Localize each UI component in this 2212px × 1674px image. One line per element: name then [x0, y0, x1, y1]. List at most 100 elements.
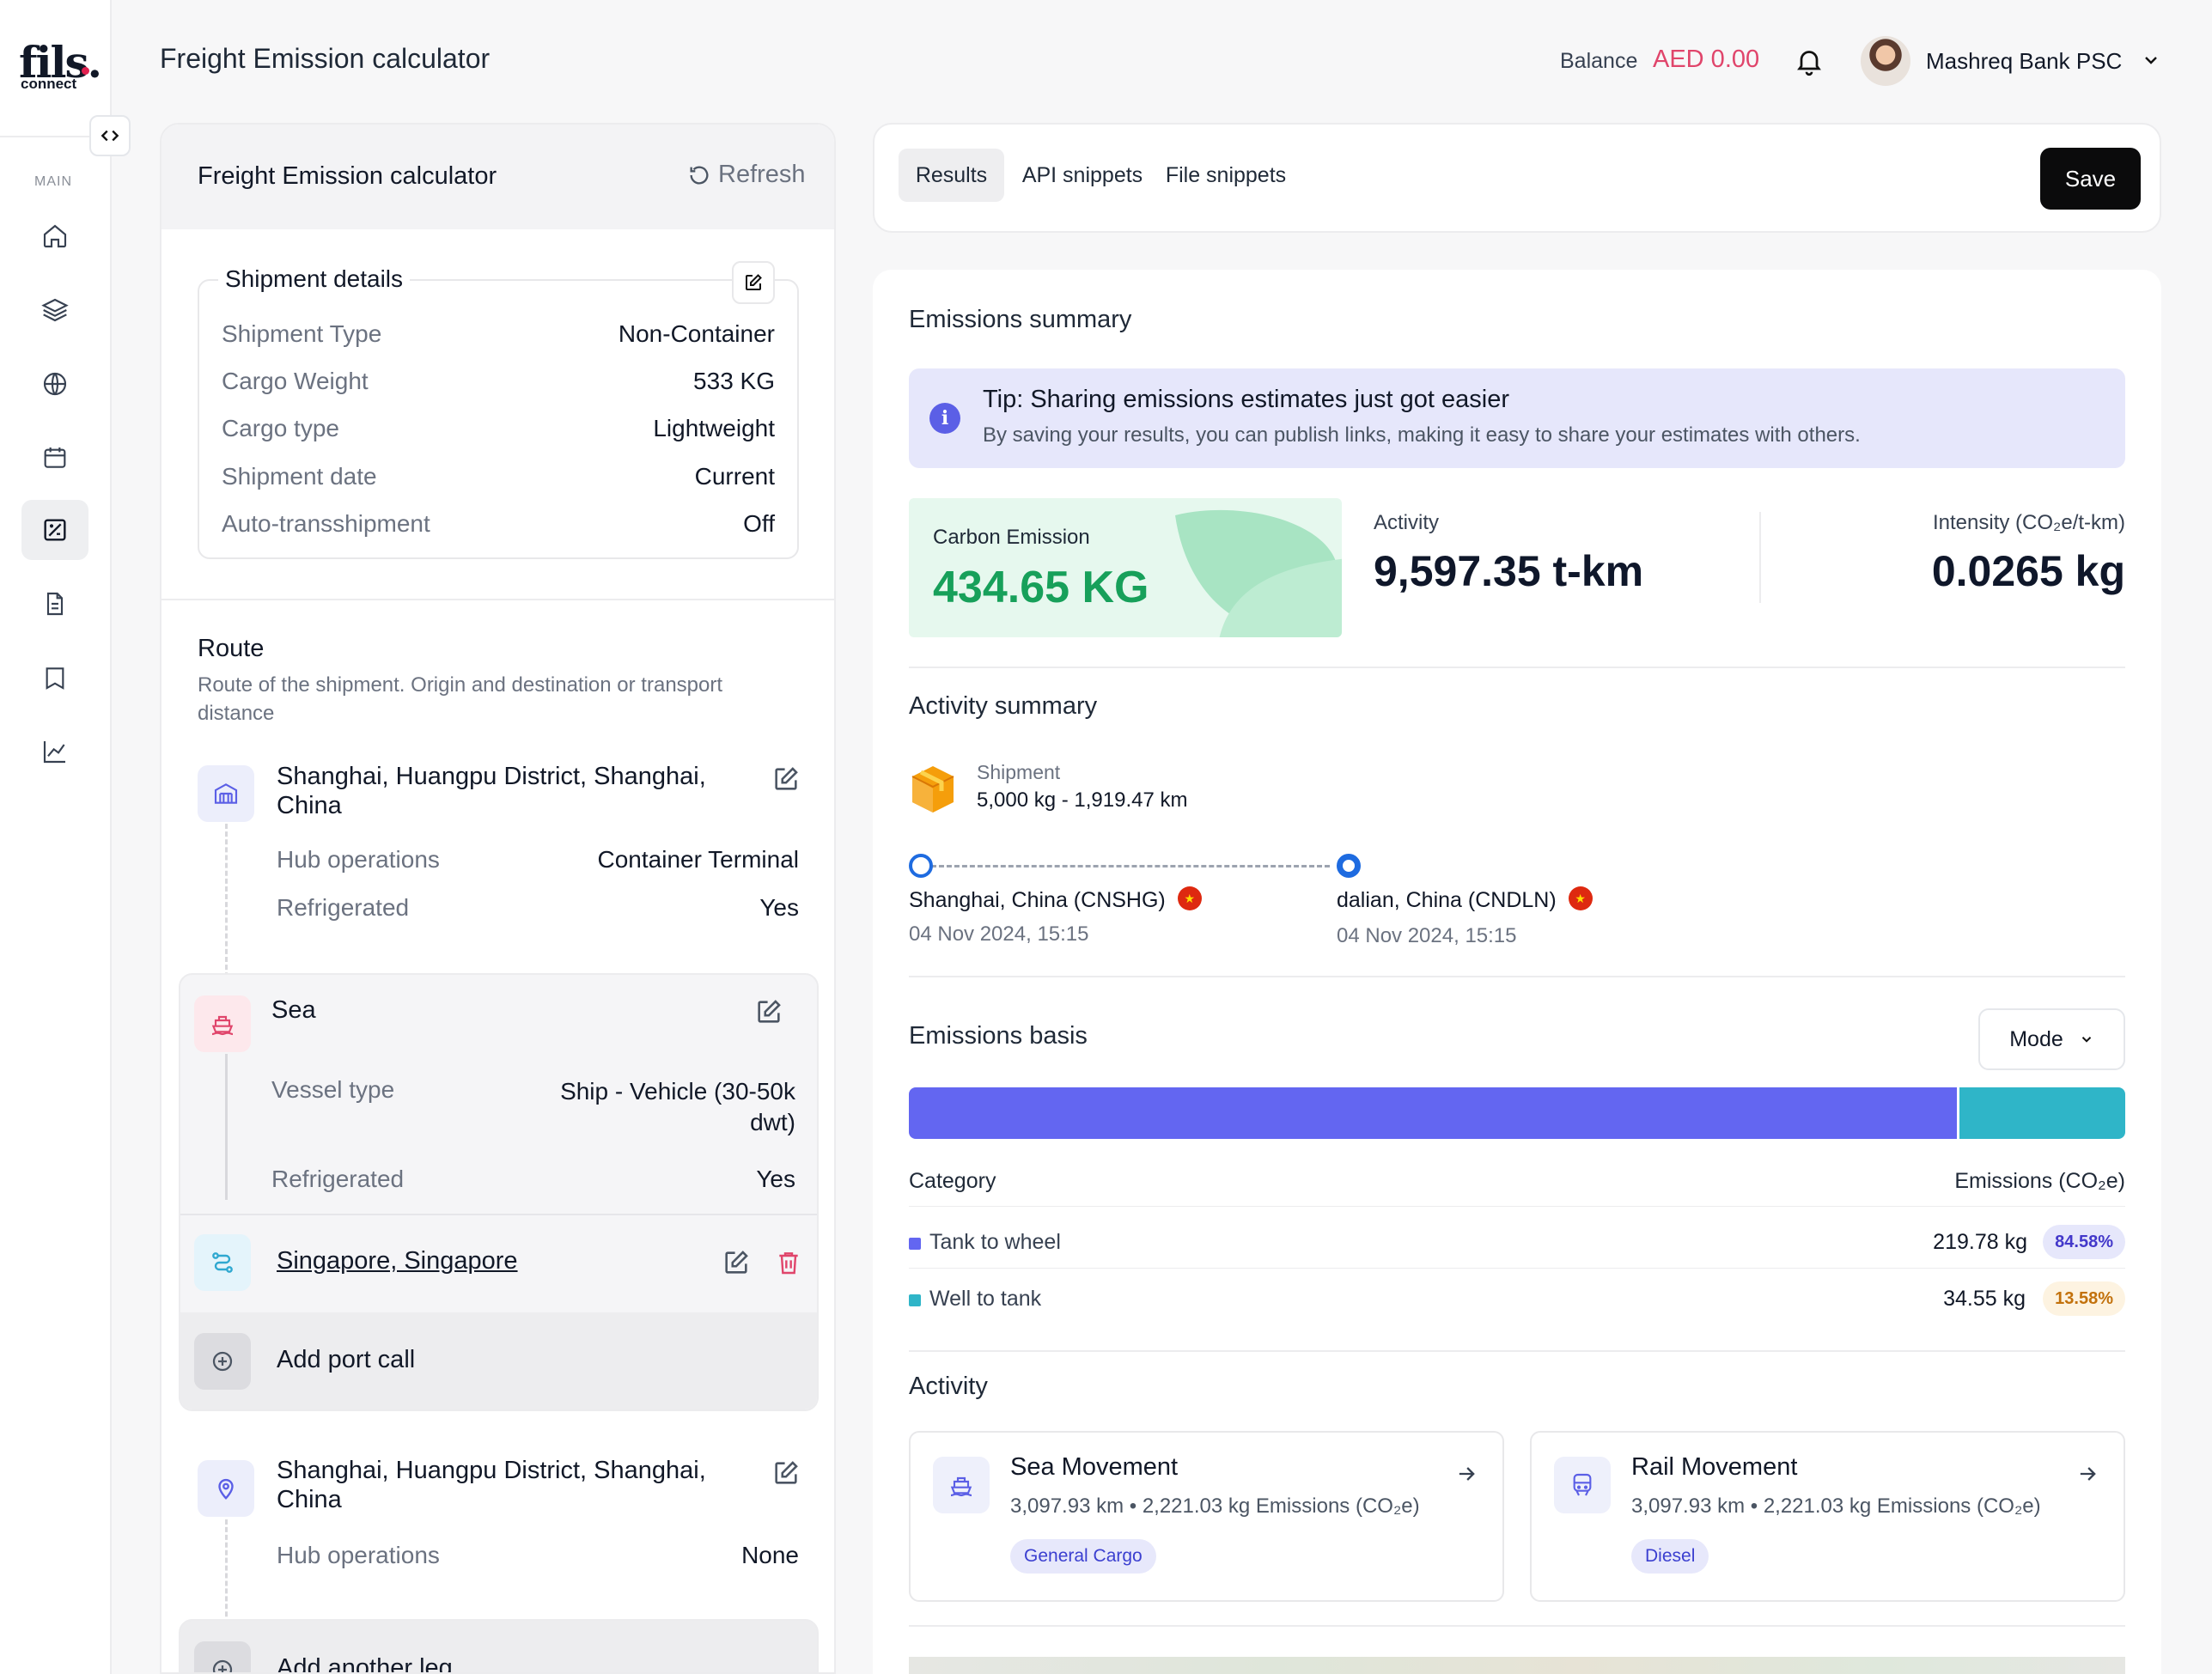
china-flag-icon: ★	[1568, 886, 1593, 911]
arrow-right-icon[interactable]	[1454, 1462, 1478, 1486]
sidebar-item-home[interactable]	[21, 206, 88, 266]
sidebar-item-calendar[interactable]	[21, 428, 88, 488]
shipment-row: Shipment Type Non-Container	[222, 320, 775, 347]
divider	[180, 1214, 817, 1215]
edit-shipment-button[interactable]	[732, 261, 775, 304]
tab-api-snippets[interactable]: API snippets	[1021, 162, 1143, 187]
origin-hub-row: Hub operations Container Terminal	[277, 846, 799, 873]
destination-icon-box	[198, 1460, 254, 1517]
port-call-row: Singapore, Singapore	[180, 1215, 817, 1312]
shipment-details-title: Shipment details	[218, 265, 411, 293]
bell-icon[interactable]	[1794, 45, 1825, 77]
activity-card-title: Sea Movement	[1010, 1453, 1179, 1481]
tab-results[interactable]: Results	[899, 149, 1004, 202]
leg-refrigerated-row: Refrigerated Yes	[271, 1166, 795, 1192]
add-leg-button[interactable]: Add another leg	[179, 1619, 819, 1672]
plus-circle-icon	[212, 1659, 233, 1672]
globe-icon	[43, 372, 67, 396]
emissions-basis-title: Emissions basis	[909, 1022, 1088, 1050]
intensity-label: Intensity (CO₂e/t-km)	[1932, 511, 2125, 534]
shipment-row: Auto-transshipment Off	[222, 510, 775, 537]
code-chevrons-icon	[101, 130, 119, 142]
balance-label: Balance	[1560, 49, 1638, 73]
document-icon	[46, 592, 64, 616]
map-pin-icon	[218, 1478, 234, 1500]
carbon-emission-card: Carbon Emission 434.65 KG	[909, 498, 1342, 637]
route-icon	[212, 1252, 233, 1273]
add-port-call-button[interactable]: Add port call	[180, 1312, 817, 1409]
train-icon	[1573, 1473, 1592, 1496]
port-call-link[interactable]: Singapore, Singapore	[277, 1247, 518, 1275]
table-row: Tank to wheel 219.78 kg 84.58%	[909, 1225, 2125, 1263]
sidebar-item-book[interactable]	[21, 648, 88, 708]
trash-icon[interactable]	[775, 1248, 802, 1277]
route-connector	[225, 824, 228, 1095]
results-panel: Emissions summary i Tip: Sharing emissio…	[873, 270, 2161, 1674]
sea-leg-icon-box	[194, 995, 251, 1052]
mode-dropdown[interactable]: Mode	[1978, 1008, 2125, 1070]
percent-badge: 13.58%	[2043, 1281, 2125, 1316]
sidebar-item-globe[interactable]	[21, 354, 88, 414]
user-name[interactable]: Mashreq Bank PSC	[1926, 48, 2123, 74]
logo-dot	[82, 67, 89, 75]
tab-file-snippets[interactable]: File snippets	[1165, 162, 1287, 187]
sidebar-item-documents[interactable]	[21, 574, 88, 634]
shipment-row: Cargo type Lightweight	[222, 415, 775, 441]
chart-icon	[43, 741, 65, 764]
layers-icon	[41, 298, 69, 322]
avatar[interactable]	[1861, 36, 1910, 86]
warehouse-icon	[214, 783, 238, 804]
divider	[909, 1625, 2125, 1627]
route-description: Route of the shipment. Origin and destin…	[198, 673, 723, 725]
ship-icon	[211, 1015, 234, 1036]
tip-banner: i Tip: Sharing emissions estimates just …	[909, 368, 2125, 468]
activity-card-rail[interactable]: Rail Movement 3,097.93 km • 2,221.03 kg …	[1530, 1431, 2125, 1602]
edit-origin-icon[interactable]	[771, 764, 801, 794]
divider	[909, 1268, 2125, 1269]
calendar-icon	[44, 447, 66, 468]
category-header: Category	[909, 1169, 996, 1193]
refresh-button[interactable]: Refresh	[687, 161, 806, 189]
activity-card-title: Rail Movement	[1631, 1453, 1798, 1481]
category-value: 34.55 kg	[1943, 1287, 2026, 1311]
calculator-icon	[44, 519, 66, 541]
results-tabs: Results API snippets File snippets Save	[873, 123, 2161, 233]
activity-value: 9,597.35 t-km	[1374, 547, 1644, 595]
home-icon	[43, 224, 67, 248]
edit-port-call-icon[interactable]	[722, 1248, 751, 1277]
logo-subtext: connect	[21, 76, 77, 92]
rail-activity-icon-box	[1554, 1457, 1611, 1513]
carbon-emission-value: 434.65 KG	[933, 563, 1149, 612]
sidebar-item-calculator[interactable]	[21, 500, 88, 560]
logo[interactable]: fils.	[19, 37, 102, 88]
divider	[909, 667, 2125, 668]
port-call-icon-box	[194, 1234, 251, 1291]
route-map[interactable]	[909, 1657, 2125, 1674]
origin-port: Shanghai, China (CNSHG) ★	[909, 886, 1202, 913]
sidebar-divider	[0, 136, 112, 137]
sidebar-item-analytics[interactable]	[21, 721, 88, 782]
divider	[909, 976, 2125, 977]
sea-activity-icon-box	[933, 1457, 990, 1513]
cargo-tag: General Cargo	[1010, 1539, 1156, 1574]
edit-destination-icon[interactable]	[771, 1458, 801, 1488]
sidebar-item-layers[interactable]	[21, 280, 88, 340]
origin-refrigerated-row: Refrigerated Yes	[277, 894, 799, 921]
vessel-type-row: Vessel type Ship - Vehicle (30-50k dwt)	[271, 1076, 795, 1135]
shipment-value: 5,000 kg - 1,919.47 km	[977, 788, 1188, 812]
chevron-down-icon	[2081, 1037, 2091, 1043]
panel-header: Freight Emission calculator Refresh	[161, 125, 834, 229]
china-flag-icon: ★	[1177, 886, 1202, 911]
route-connector	[225, 1519, 228, 1640]
route-line	[931, 865, 1330, 867]
edit-leg-icon[interactable]	[754, 997, 783, 1026]
arrow-right-icon[interactable]	[2075, 1462, 2099, 1486]
shipment-label: Shipment	[977, 761, 1061, 783]
category-label: Tank to wheel	[929, 1230, 1061, 1254]
chevron-down-icon[interactable]	[2141, 50, 2161, 70]
sidebar-collapse-button[interactable]	[89, 115, 131, 156]
fuel-tag: Diesel	[1631, 1539, 1709, 1574]
save-button[interactable]: Save	[2040, 148, 2141, 210]
activity-card-sea[interactable]: Sea Movement 3,097.93 km • 2,221.03 kg E…	[909, 1431, 1504, 1602]
origin-date: 04 Nov 2024, 15:15	[909, 922, 1089, 946]
